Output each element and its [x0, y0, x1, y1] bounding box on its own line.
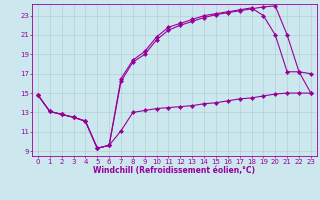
X-axis label: Windchill (Refroidissement éolien,°C): Windchill (Refroidissement éolien,°C): [93, 166, 255, 175]
